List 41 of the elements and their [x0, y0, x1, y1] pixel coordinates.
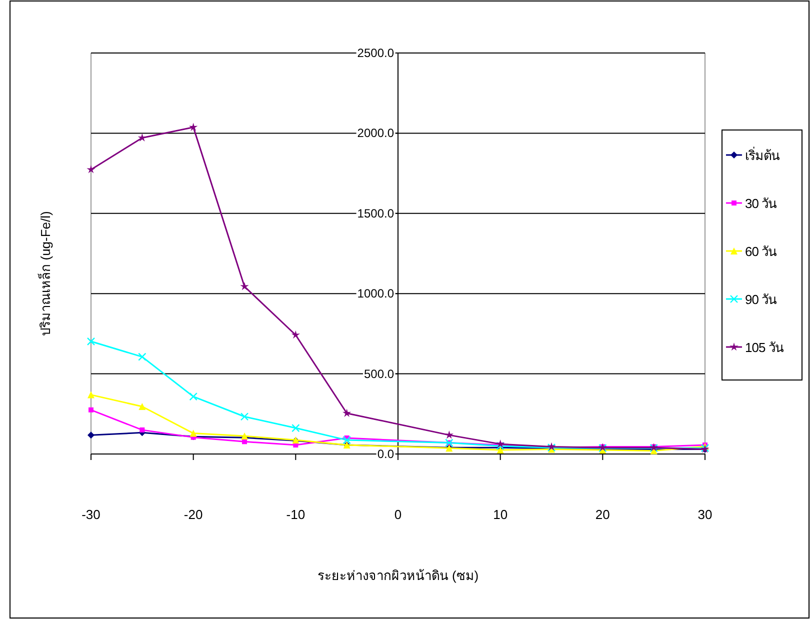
y-tick-label: 2000.0 [357, 126, 394, 140]
point [189, 122, 198, 131]
point [86, 337, 96, 346]
legend-label: 90 วัน [745, 292, 778, 307]
y-tick-label: 500.0 [364, 366, 394, 381]
x-tick-label: -30 [82, 507, 100, 522]
point [496, 440, 505, 448]
legend-label: 105 วัน [745, 340, 784, 355]
y-tick-label: 1000.0 [357, 286, 394, 301]
point [342, 408, 352, 417]
y-tick-label: 2500.0 [357, 46, 394, 60]
x-tick-label: 0 [394, 507, 402, 522]
point [86, 165, 96, 174]
point [291, 330, 300, 339]
point [138, 352, 146, 361]
point [292, 424, 300, 432]
y-tick-label: 0.0 [377, 447, 394, 461]
legend-label: เริ่มต้น [745, 147, 780, 163]
point [242, 439, 247, 444]
point [342, 436, 351, 444]
point [138, 403, 146, 410]
x-tick-label: 10 [493, 507, 508, 522]
x-axis-title: ระยะห่างจากผิวหน้าดิน (ซม) [317, 568, 479, 583]
point [240, 282, 249, 290]
point [88, 432, 94, 439]
point [240, 412, 249, 421]
x-tick-label: -20 [184, 507, 203, 522]
point [88, 407, 94, 412]
point [496, 442, 504, 450]
point [189, 392, 198, 401]
point [444, 430, 454, 439]
legend-label: 60 วัน [745, 244, 778, 259]
x-tick-label: 30 [698, 507, 712, 522]
y-tick-label: 1500.0 [357, 206, 394, 220]
point [190, 430, 197, 437]
y-axis-title: ปริมาณเหล็ก (ug-Fe/l) [36, 211, 53, 336]
legend-label: 30 วัน [745, 196, 778, 211]
x-tick-label: -10 [286, 507, 306, 522]
x-tick-label: 20 [595, 507, 610, 522]
point [88, 391, 94, 398]
point [140, 427, 145, 432]
